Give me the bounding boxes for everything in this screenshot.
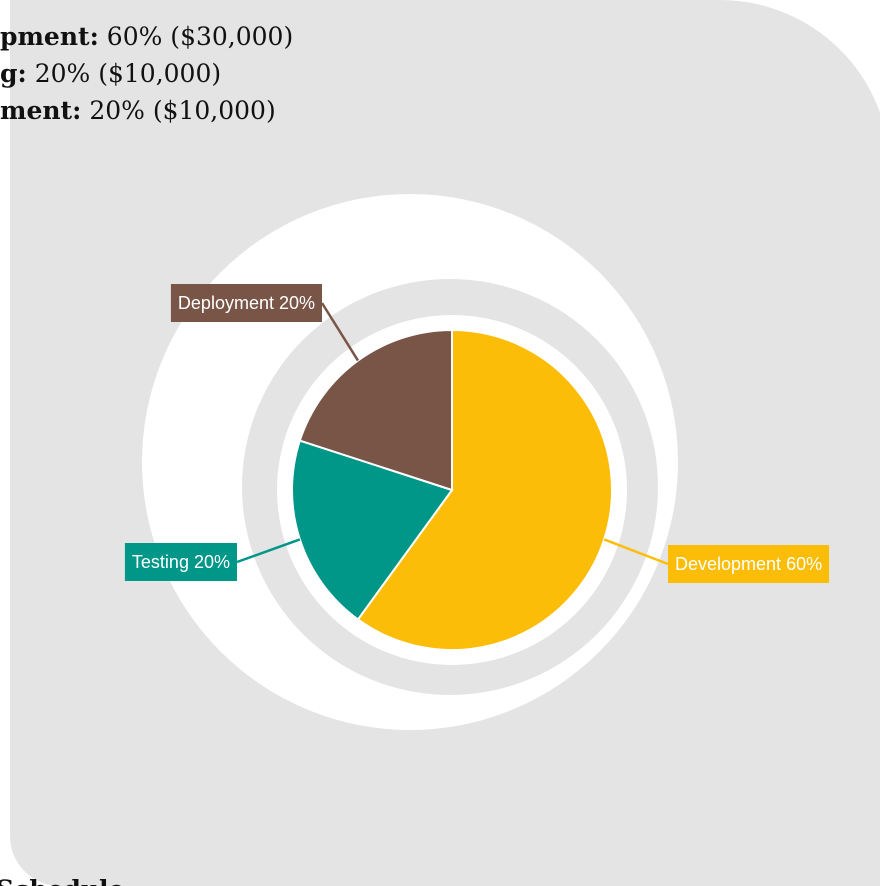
label-box <box>170 284 322 322</box>
data-label: Development 60% <box>675 554 822 574</box>
budget-value: 20% ($10,000) <box>89 96 275 125</box>
leader-line <box>236 538 301 564</box>
pie-slice <box>356 328 613 651</box>
budget-value: 60% ($30,000) <box>107 22 293 51</box>
budget-label: pment: <box>0 22 99 51</box>
label-value: 20% <box>194 552 230 572</box>
budget-label: ment: <box>0 96 81 125</box>
budget-label: g: <box>0 59 27 88</box>
budget-line: g: 20% ($10,000) <box>0 59 221 88</box>
label-category: Testing <box>132 552 189 572</box>
label-box <box>668 545 830 583</box>
budget-value: 20% ($10,000) <box>35 59 221 88</box>
label-category: Development <box>675 554 781 574</box>
label-value: 20% <box>279 293 315 313</box>
label-value: 60% <box>786 554 822 574</box>
section-heading: Schedule <box>0 875 124 886</box>
data-label: Testing 20% <box>132 552 230 572</box>
label-category: Deployment <box>178 293 274 313</box>
budget-line: ment: 20% ($10,000) <box>0 96 276 125</box>
data-label: Deployment 20% <box>178 293 315 313</box>
budget-lines: pment: 60% ($30,000) g: 20% ($10,000) ment: 2… <box>0 22 293 125</box>
budget-line: pment: 60% ($30,000) <box>0 22 293 51</box>
leader-line <box>603 538 669 566</box>
leader-line <box>320 302 360 362</box>
pie: Development 60%Testing 20%Deployment 20% <box>124 284 830 651</box>
label-box <box>124 543 237 581</box>
